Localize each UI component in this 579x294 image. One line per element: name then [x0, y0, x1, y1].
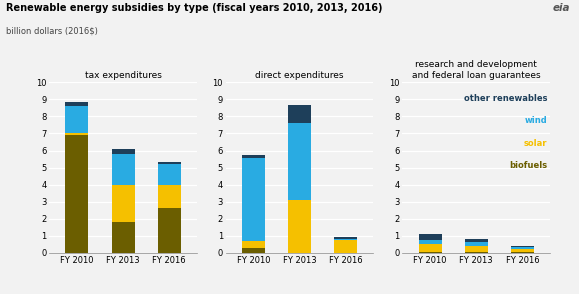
- Bar: [157, 185, 181, 208]
- Bar: [334, 238, 357, 240]
- Bar: [112, 185, 134, 222]
- Bar: [288, 105, 311, 123]
- Bar: [465, 246, 488, 252]
- Bar: [465, 252, 488, 253]
- Bar: [157, 163, 181, 164]
- Text: solar: solar: [523, 138, 547, 148]
- Title: tax expenditures: tax expenditures: [85, 71, 162, 80]
- Text: wind: wind: [525, 116, 547, 126]
- Bar: [288, 123, 311, 200]
- Bar: [112, 149, 134, 154]
- Bar: [65, 106, 89, 133]
- Bar: [242, 158, 265, 241]
- Title: research and development
and federal loan guarantees: research and development and federal loa…: [412, 60, 541, 80]
- Bar: [242, 155, 265, 158]
- Bar: [511, 246, 534, 247]
- Bar: [511, 247, 534, 249]
- Title: direct expenditures: direct expenditures: [255, 71, 344, 80]
- Bar: [242, 241, 265, 248]
- Text: eia: eia: [553, 3, 570, 13]
- Bar: [157, 164, 181, 185]
- Bar: [288, 200, 311, 253]
- Text: biofuels: biofuels: [509, 161, 547, 170]
- Text: Renewable energy subsidies by type (fiscal years 2010, 2013, 2016): Renewable energy subsidies by type (fisc…: [6, 3, 382, 13]
- Bar: [465, 242, 488, 246]
- Bar: [334, 240, 357, 253]
- Text: billion dollars (2016$): billion dollars (2016$): [6, 26, 98, 36]
- Bar: [157, 208, 181, 253]
- Text: other renewables: other renewables: [464, 94, 547, 103]
- Bar: [112, 222, 134, 253]
- Bar: [65, 135, 89, 253]
- Bar: [419, 234, 442, 240]
- Bar: [65, 102, 89, 106]
- Bar: [465, 239, 488, 242]
- Bar: [419, 240, 442, 244]
- Bar: [419, 252, 442, 253]
- Bar: [242, 248, 265, 253]
- Bar: [65, 133, 89, 135]
- Bar: [419, 244, 442, 252]
- Bar: [511, 249, 534, 253]
- Bar: [112, 154, 134, 185]
